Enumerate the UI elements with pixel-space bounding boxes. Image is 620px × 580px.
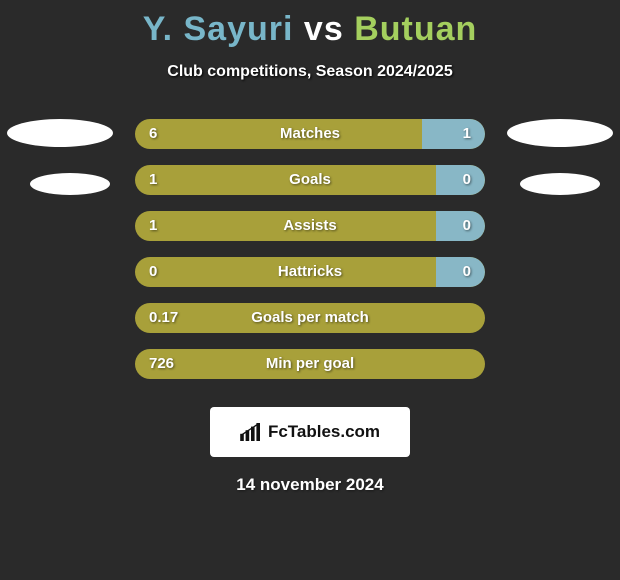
stat-row: 1Goals0 (135, 165, 485, 195)
stat-label: Goals per match (135, 303, 485, 333)
stat-label: Goals (135, 165, 485, 195)
title-player2: Butuan (354, 10, 477, 48)
stat-right-value: 0 (463, 211, 471, 241)
chart-icon (240, 423, 262, 441)
page-title: Y. Sayuri vs Butuan (0, 10, 620, 49)
stat-label: Hattricks (135, 257, 485, 287)
team-logo-right-1 (507, 119, 613, 147)
stat-row: 6Matches1 (135, 119, 485, 149)
stat-right-value: 1 (463, 119, 471, 149)
chart-area: 6Matches11Goals01Assists00Hattricks00.17… (0, 119, 620, 399)
source-logo-text: FcTables.com (268, 422, 380, 442)
stat-right-value: 0 (463, 257, 471, 287)
stat-label: Min per goal (135, 349, 485, 379)
source-logo: FcTables.com (210, 407, 410, 457)
subtitle: Club competitions, Season 2024/2025 (0, 63, 620, 81)
stat-bars: 6Matches11Goals01Assists00Hattricks00.17… (135, 119, 485, 395)
stat-row: 0.17Goals per match (135, 303, 485, 333)
team-logo-left-1 (7, 119, 113, 147)
title-vs: vs (304, 10, 344, 48)
stat-label: Matches (135, 119, 485, 149)
stat-right-value: 0 (463, 165, 471, 195)
infographic-container: Y. Sayuri vs Butuan Club competitions, S… (0, 0, 620, 580)
team-logo-left-2 (30, 173, 110, 195)
update-date: 14 november 2024 (0, 475, 620, 495)
team-logo-right-2 (520, 173, 600, 195)
stat-label: Assists (135, 211, 485, 241)
title-player1: Y. Sayuri (143, 10, 294, 48)
stat-row: 1Assists0 (135, 211, 485, 241)
stat-row: 0Hattricks0 (135, 257, 485, 287)
stat-row: 726Min per goal (135, 349, 485, 379)
